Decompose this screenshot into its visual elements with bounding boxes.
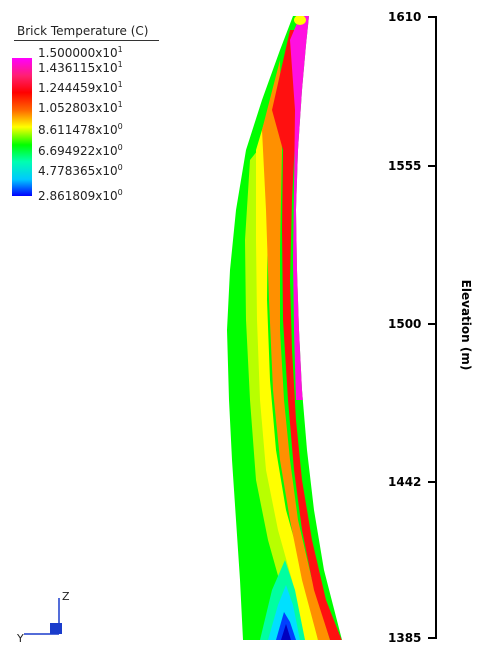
tick-label-1555: 1555 — [388, 159, 422, 173]
tick-1500 — [428, 323, 437, 325]
tick-1385 — [428, 637, 437, 639]
legend-label-7: 2.861809x100 — [38, 188, 123, 203]
axis-triad-icon — [24, 598, 62, 635]
triad-y-label: Y — [17, 632, 24, 645]
band-yellowgreen — [245, 150, 310, 640]
legend-label-4: 8.611478x100 — [38, 122, 123, 137]
top-hotspot — [294, 16, 306, 25]
legend-label-0: 1.500000x101 — [38, 45, 123, 60]
tick-label-1610: 1610 — [388, 10, 422, 24]
tick-label-1500: 1500 — [388, 317, 422, 331]
elevation-axis-title: Elevation (m) — [459, 279, 473, 371]
legend-color-bar — [12, 58, 32, 196]
legend-label-1: 1.436115x101 — [38, 60, 123, 75]
band-orange — [262, 60, 330, 640]
band-red — [272, 30, 342, 640]
legend-title-underline — [14, 40, 159, 41]
tick-1610 — [428, 16, 437, 18]
tick-label-1385: 1385 — [388, 631, 422, 645]
legend-label-5: 6.694922x100 — [38, 143, 123, 158]
legend-title: Brick Temperature (C) — [17, 24, 149, 38]
band-magenta — [290, 16, 312, 400]
triad-z-label: Z — [62, 590, 70, 603]
tick-1555 — [428, 165, 437, 167]
legend-label-3: 1.052803x101 — [38, 100, 123, 115]
legend-label-6: 4.778365x100 — [38, 163, 123, 178]
tick-label-1442: 1442 — [388, 475, 422, 489]
tick-1442 — [428, 481, 437, 483]
elevation-axis-line — [435, 16, 437, 638]
band-dark-blue — [281, 624, 291, 640]
band-yellow — [256, 110, 318, 640]
brick-strip — [227, 16, 342, 640]
legend-label-2: 1.244459x101 — [38, 80, 123, 95]
